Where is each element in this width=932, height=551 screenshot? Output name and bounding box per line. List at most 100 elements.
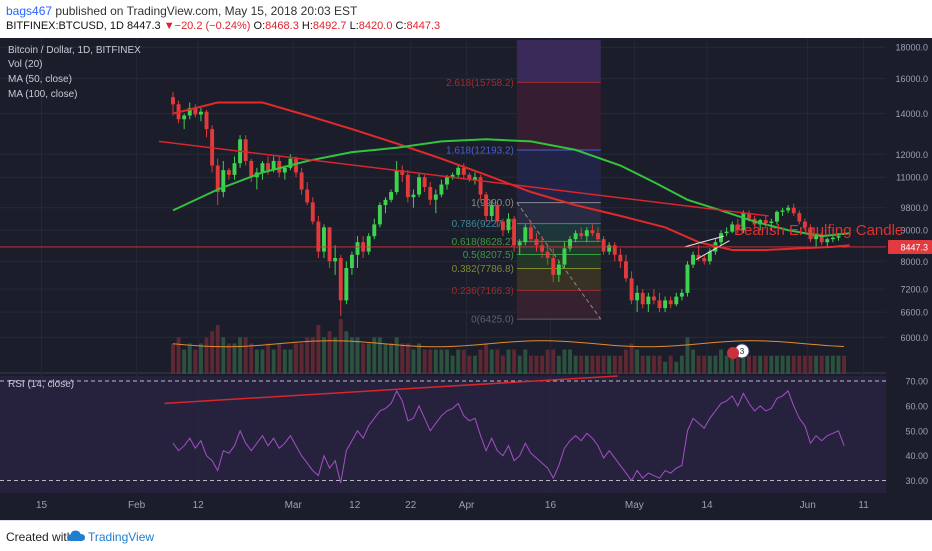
fib-zone [516,223,601,242]
candle-body [506,218,511,231]
volume-bar [573,355,578,374]
fib-zone [516,290,601,320]
volume-ma-line [172,340,845,348]
ma50-line [172,138,850,238]
volume-bar [288,349,293,374]
volume-bar [741,349,746,374]
volume-bar [361,343,366,374]
fib-level-label: 0.786(9227.1) [452,219,514,230]
volume-bar [271,349,276,374]
volume-bar [668,355,673,374]
bearish-engulfing-annotation[interactable]: Bearish Engulfing Candle [734,222,903,239]
candle-body [383,199,388,206]
volume-bar [310,337,315,374]
candle-body [528,227,533,240]
price-change: −20.2 (−0.24%) [174,20,251,32]
fib-level-label: 1.618(12193.2) [446,146,514,157]
candle-body [797,213,802,222]
volume-bar [791,355,796,374]
volume-bar [758,355,763,374]
volume-bar [445,349,449,374]
drawings[interactable] [158,140,769,261]
volume-bar [674,361,679,374]
close-value: 8447.3 [406,20,441,32]
candle-body [607,245,612,252]
volume-bar [238,337,243,374]
fib-level-label: 0(6425.0) [471,315,514,326]
candle-body [568,239,572,249]
volume-bar [512,349,517,374]
volume-bar [523,349,528,374]
fib-level-label: 0.5(8207.5) [463,250,514,261]
candle-body [545,251,550,259]
candle-body [685,264,690,293]
publish-info: published on TradingView.com, May 15, 20… [55,4,358,18]
volume-bar [707,355,712,374]
candle-body [232,163,237,175]
high-label: H: [301,20,313,32]
candle-body [540,245,545,252]
volume-bar [377,337,382,374]
volume-bar [344,331,349,374]
rsi-background [0,376,886,493]
volume-bar [713,355,718,374]
volume-bar [596,355,600,374]
candle-body [707,251,712,262]
legend-volume[interactable]: Vol (20) [8,59,42,70]
volume-bar [830,355,835,374]
date-tick-label: 22 [405,500,417,511]
candle-body [193,107,198,115]
rsi-tick-label: 70.00 [905,376,928,386]
axes: 15 Feb 12 Mar 12 22 Apr 16 May 14 Jun 11 6000.0 6600.… [0,38,932,520]
candle-body [377,205,382,225]
last-price-tag-label: 8447.3 [900,242,928,252]
candle-body [316,221,321,252]
candle-body [282,167,287,173]
candle-body [277,160,282,173]
ma100-line [172,101,850,251]
rsi-legend[interactable]: RSI (14, close) [8,379,74,390]
candle-body [405,174,410,198]
publisher-username[interactable]: bags467 [6,4,53,18]
volume-bar [389,343,394,374]
candle-body [344,267,349,301]
candlestick-chart[interactable]: 0(6425.0) 0.236(7166.3) 0.382(7786.8) 0.5(8… [0,38,932,520]
rsi-tick-label: 40.00 [905,451,928,461]
candle-body [830,237,835,240]
volume-bar [528,355,533,374]
publish-line: bags467 published on TradingView.com, Ma… [6,4,357,18]
volume-bar [456,349,461,374]
volume-bar [842,355,847,374]
candle-body [478,177,483,195]
volume-bar [417,343,421,374]
candle-body [596,233,600,240]
candle-body [394,170,399,193]
legend-ma50[interactable]: MA (50, close) [8,74,72,85]
candle-body [288,158,293,168]
candle-body [512,218,517,246]
volume-bar [724,355,729,374]
candle-body [735,224,740,231]
candle-body [271,160,276,171]
price-tick-label: 9800.0 [900,203,928,213]
volume-bar [422,349,427,374]
volume-bar [517,355,522,374]
us-flag-icon[interactable] [727,347,739,359]
legend-ma100[interactable]: MA (100, close) [8,89,77,100]
candle-body [338,258,343,301]
volume-bar [355,337,360,374]
candle-body [640,292,645,305]
candle-body [786,207,791,211]
volume-bar [747,355,751,374]
candle-body [724,231,729,234]
chart-area[interactable]: 0(6425.0) 0.236(7166.3) 0.382(7786.8) 0.5(8… [0,38,932,520]
candle-body [802,221,807,228]
rsi-pane [0,375,886,484]
volume-bar [769,355,774,374]
date-tick-label: 11 [858,500,869,511]
candle-body [182,115,187,120]
tradingview-brand[interactable]: TradingView [88,530,155,544]
candle-body [500,221,505,231]
candle-body [657,300,662,309]
candle-body [204,111,209,130]
